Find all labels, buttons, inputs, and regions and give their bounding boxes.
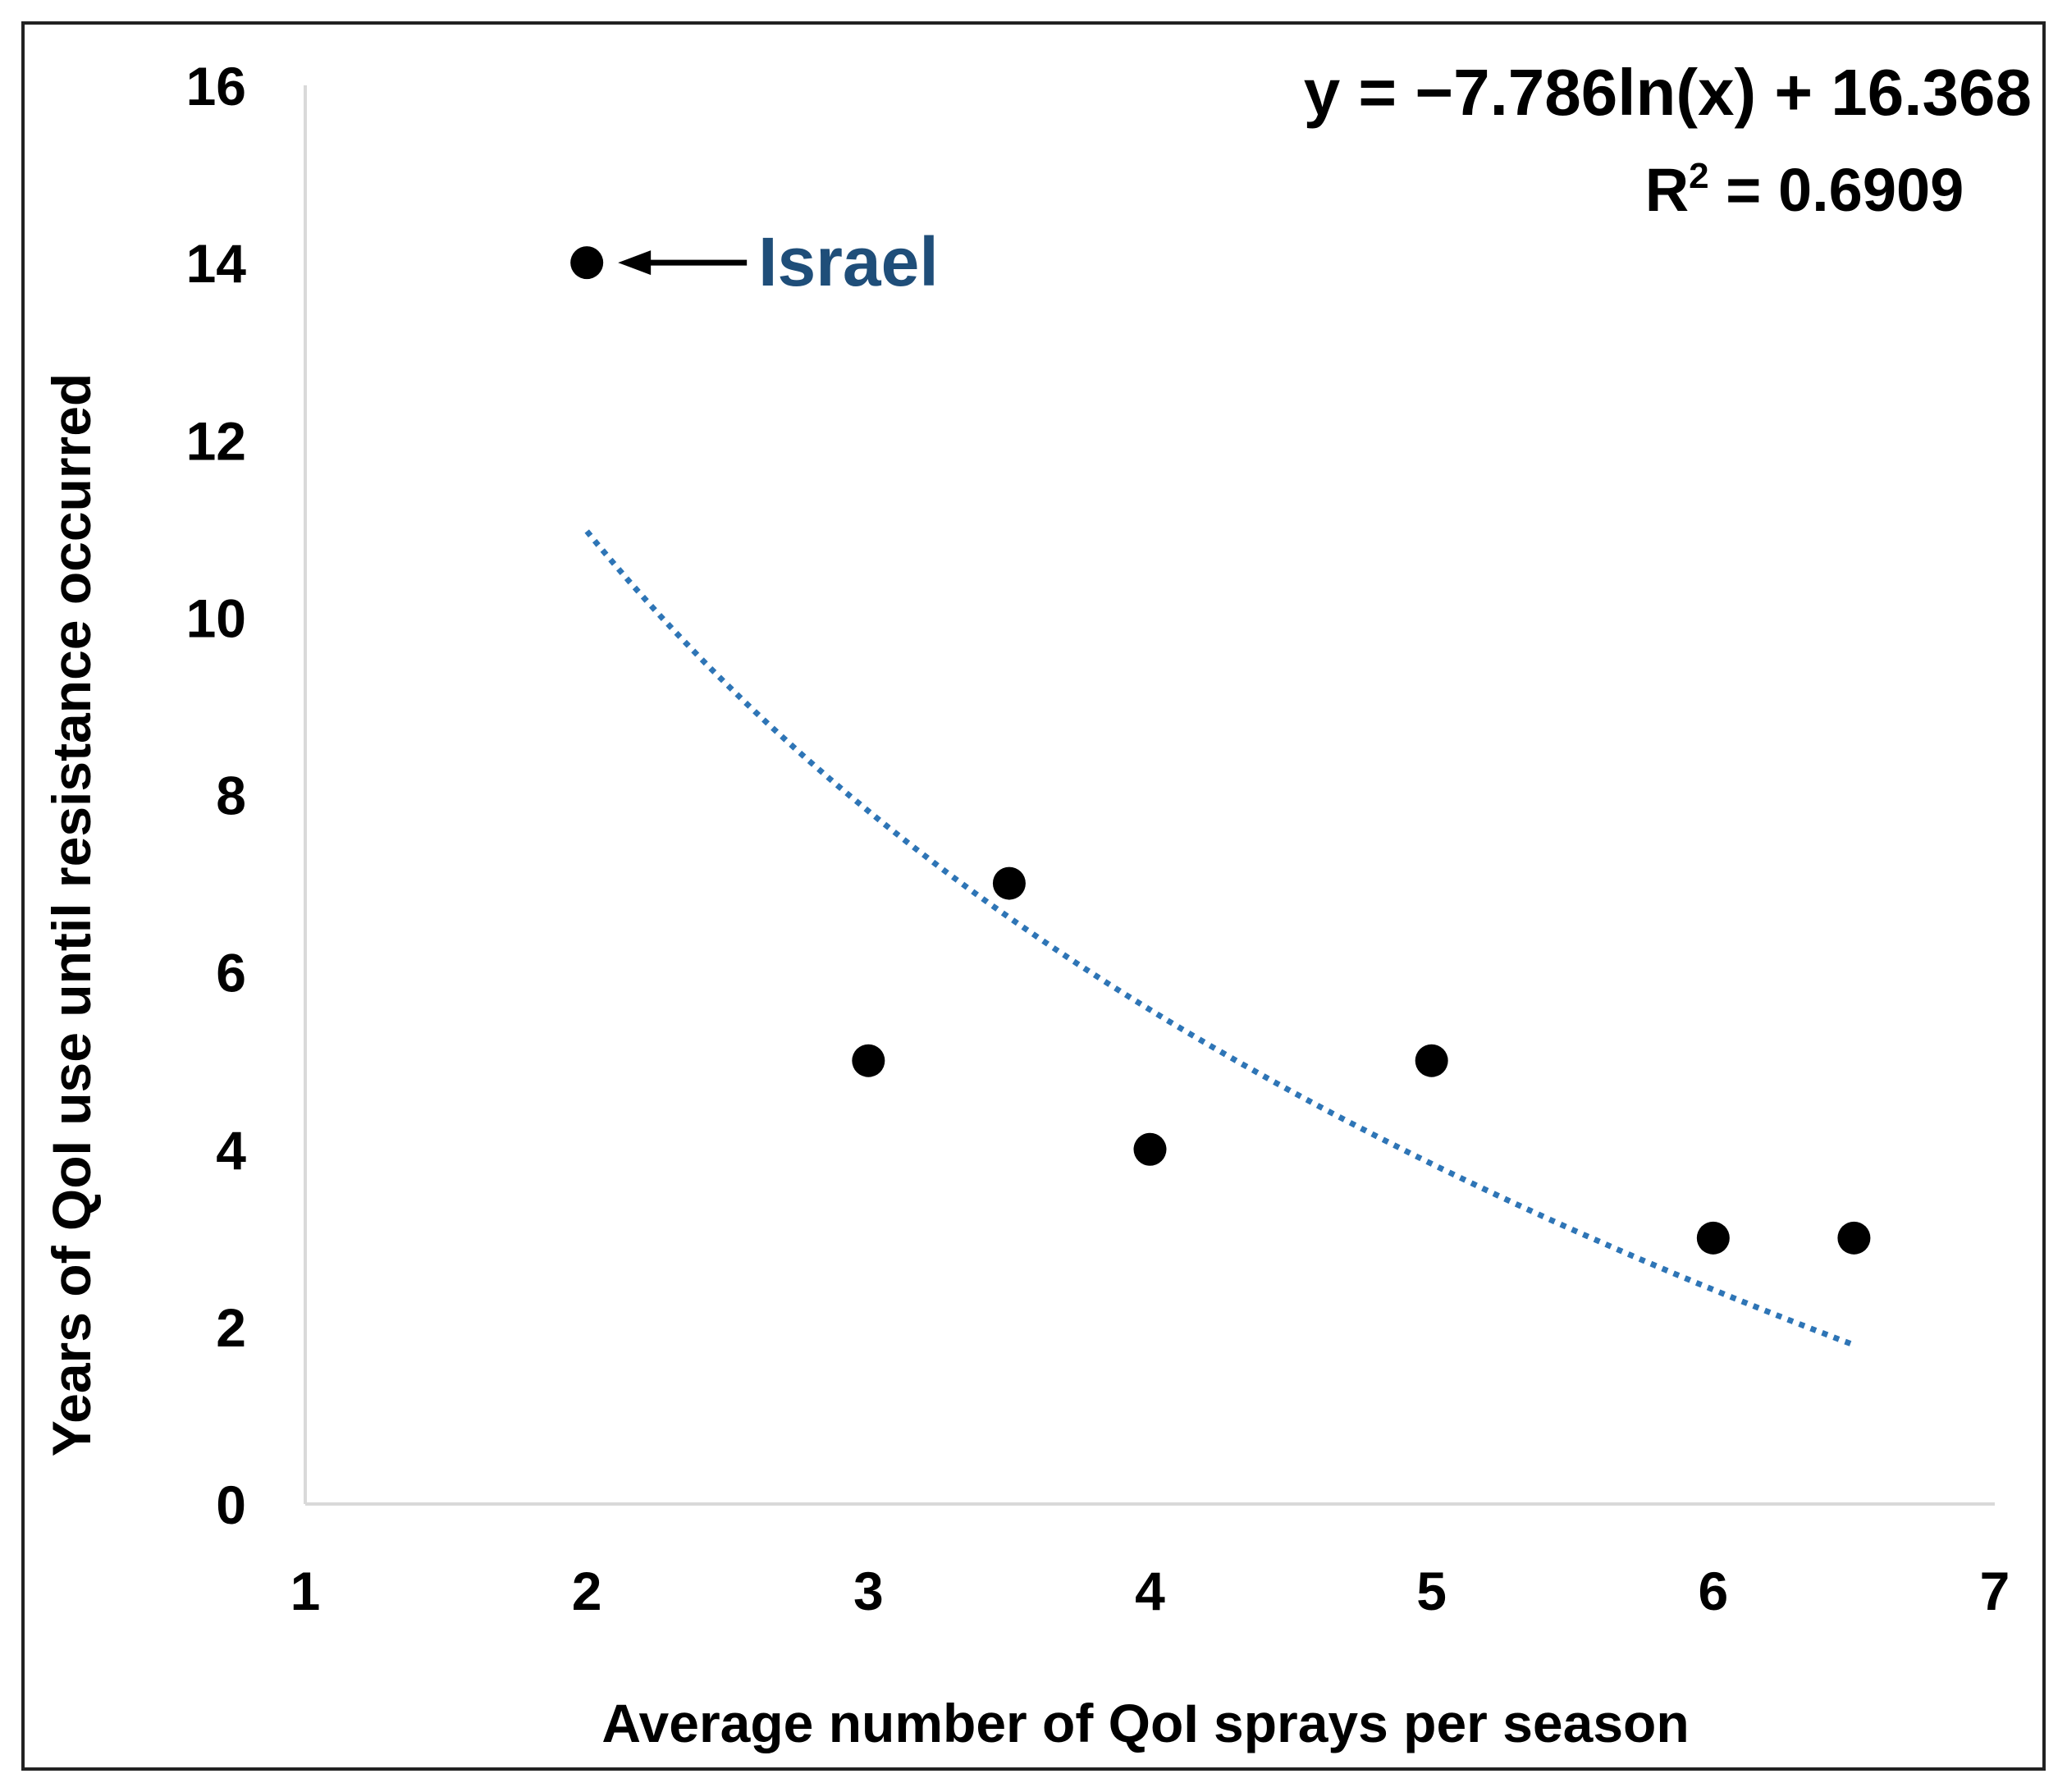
trendline-equation: y = −7.786ln(x) + 16.368 — [1304, 56, 2032, 129]
figure-border — [21, 21, 2046, 1771]
data-point — [992, 866, 1026, 900]
annotation-arrowhead — [618, 250, 652, 276]
x-tick-label: 5 — [1416, 1561, 1447, 1621]
data-point — [1133, 1132, 1167, 1166]
israel-annotation: Israel — [618, 223, 939, 300]
r-squared-superscript: 2 — [1689, 156, 1708, 196]
data-point — [1415, 1044, 1448, 1077]
data-point — [1837, 1221, 1871, 1255]
x-axis-title: Average number of QoI sprays per season — [601, 1693, 1689, 1753]
logarithmic-trendline — [584, 529, 1855, 1348]
israel-label: Israel — [758, 223, 939, 300]
x-tick-labels: 1 2 3 4 5 6 7 — [290, 1561, 2010, 1621]
y-axis-title: Years of QoI use until resistance occurr… — [41, 373, 102, 1456]
y-tick-label: 0 — [216, 1474, 246, 1535]
y-tick-label: 4 — [216, 1120, 246, 1181]
y-tick-label: 10 — [186, 587, 246, 648]
y-tick-label: 6 — [216, 943, 246, 1003]
data-point — [852, 1044, 885, 1077]
data-point — [570, 246, 604, 280]
x-tick-label: 6 — [1698, 1561, 1728, 1621]
x-tick-label: 3 — [853, 1561, 884, 1621]
x-tick-label: 2 — [572, 1561, 602, 1621]
y-tick-labels: 0 2 4 6 8 10 12 14 16 — [186, 56, 247, 1535]
y-tick-label: 12 — [186, 410, 246, 471]
x-tick-label: 1 — [290, 1561, 321, 1621]
scatter-points — [570, 246, 1871, 1255]
y-tick-label: 8 — [216, 766, 246, 826]
x-tick-label: 4 — [1135, 1561, 1165, 1621]
r-squared-value: = 0.6909 — [1709, 156, 1964, 224]
r-squared-label: R — [1645, 156, 1689, 224]
data-point — [1696, 1221, 1730, 1255]
y-tick-label: 2 — [216, 1297, 246, 1358]
y-tick-label: 16 — [186, 56, 246, 117]
y-tick-label: 14 — [186, 233, 247, 294]
r-squared: R2 = 0.6909 — [1645, 156, 1964, 224]
x-tick-label: 7 — [1980, 1561, 2010, 1621]
